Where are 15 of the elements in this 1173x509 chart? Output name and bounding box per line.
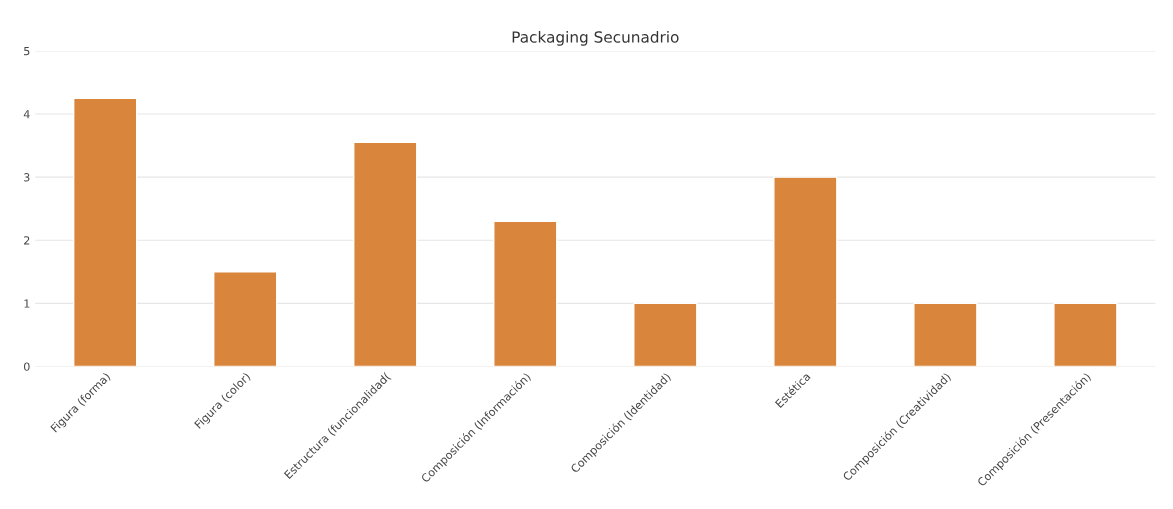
bar bbox=[773, 176, 838, 367]
bar bbox=[353, 141, 418, 367]
bar bbox=[73, 97, 138, 367]
y-tick-label: 3 bbox=[24, 173, 30, 182]
y-tick-label: 2 bbox=[24, 236, 30, 245]
bar bbox=[493, 220, 558, 367]
chart-title: Packaging Secunadrio bbox=[512, 30, 679, 46]
y-tick-label: 0 bbox=[23, 362, 30, 371]
bar bbox=[633, 302, 698, 367]
y-tick-label: 1 bbox=[24, 299, 30, 308]
bar bbox=[913, 302, 978, 367]
y-tick-label: 5 bbox=[24, 47, 30, 56]
y-tick-label: 4 bbox=[23, 110, 30, 119]
bar bbox=[1053, 302, 1118, 367]
bar bbox=[213, 271, 278, 367]
